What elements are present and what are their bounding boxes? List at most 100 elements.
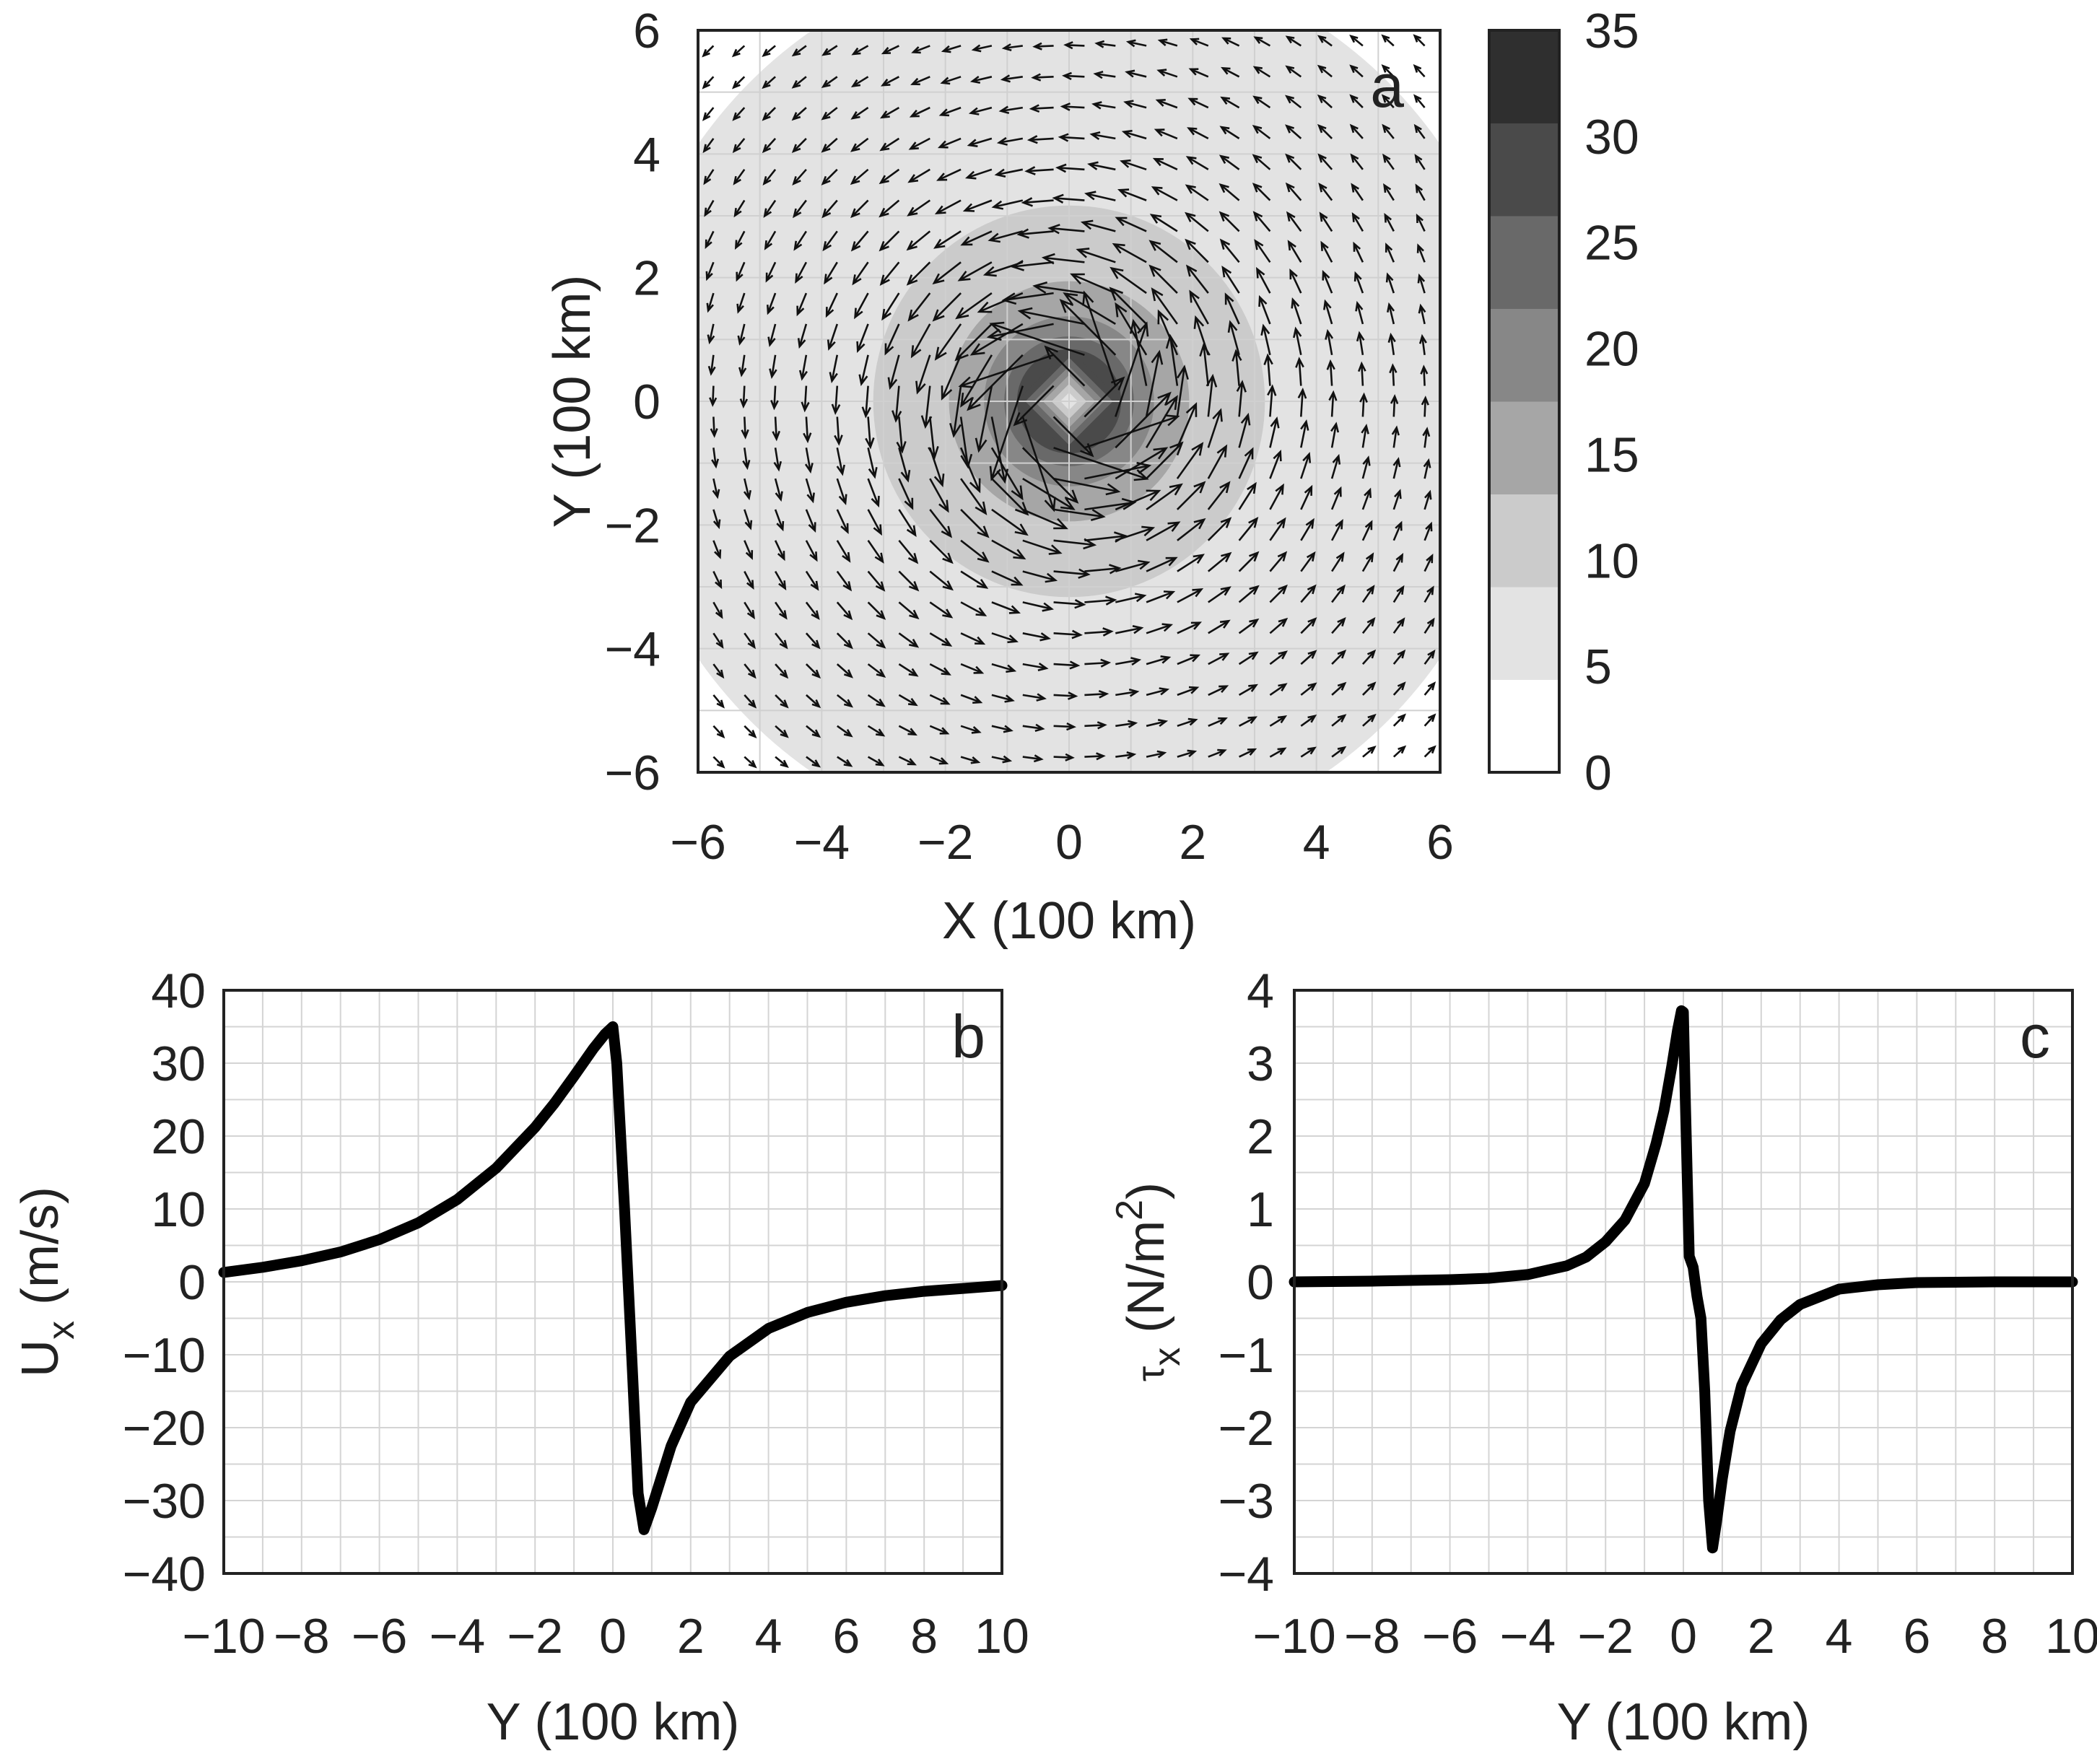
wind-vector xyxy=(1001,43,1023,52)
wind-vector xyxy=(1053,508,1106,521)
wind-vector xyxy=(1053,629,1083,639)
wind-vector xyxy=(1421,396,1429,417)
wind-vector xyxy=(1300,452,1312,479)
wind-vector xyxy=(1047,224,1085,235)
wind-vector xyxy=(805,540,818,562)
wind-vector xyxy=(1148,264,1178,294)
wind-vector xyxy=(867,478,880,508)
wind-vector xyxy=(1208,619,1231,634)
wind-vector xyxy=(1207,408,1223,448)
wind-vector xyxy=(1155,99,1178,109)
wind-vector xyxy=(1016,228,1054,239)
wind-vector xyxy=(1331,714,1347,727)
wind-vector xyxy=(891,385,902,423)
wind-vector xyxy=(1146,556,1178,572)
wind-vector xyxy=(969,75,993,84)
panel-b-ylabel-symbol: U xyxy=(12,1340,69,1377)
wind-vector xyxy=(702,45,715,58)
wind-vector xyxy=(1361,487,1372,510)
wind-vector xyxy=(907,292,931,322)
wind-vector xyxy=(1300,419,1309,448)
wind-vector xyxy=(1146,483,1183,510)
wind-vector xyxy=(1387,332,1396,355)
wind-vector xyxy=(996,136,1024,146)
wind-vector xyxy=(1269,715,1288,727)
colorbar-tick-label: 30 xyxy=(1584,110,1639,165)
wind-vector xyxy=(1392,745,1407,758)
wind-vector xyxy=(712,663,725,679)
wind-vector xyxy=(867,694,886,707)
wind-vector xyxy=(791,107,807,121)
wind-vector xyxy=(711,447,720,469)
panel-a-grid xyxy=(698,30,1440,772)
wind-vector xyxy=(929,632,953,647)
wind-vector xyxy=(867,663,886,678)
wind-vector xyxy=(879,199,900,218)
panel-a-ytick-label: −4 xyxy=(604,622,661,677)
wind-vector xyxy=(960,725,982,734)
wind-vector xyxy=(775,725,789,738)
panel-a-xtick-label: −2 xyxy=(917,815,974,870)
wind-vector xyxy=(1269,416,1280,448)
wind-vector xyxy=(1089,131,1116,140)
wind-vector xyxy=(879,230,900,252)
wind-vector xyxy=(998,105,1024,115)
wind-vector xyxy=(705,261,715,281)
x-tick-label: −2 xyxy=(507,1609,563,1664)
wind-vector xyxy=(793,199,807,219)
wind-vector xyxy=(797,323,808,349)
wind-vector xyxy=(1053,599,1086,609)
wind-vector xyxy=(1053,753,1075,761)
wind-vector xyxy=(989,321,1085,357)
wind-vector xyxy=(1269,517,1286,541)
panel-c-ylabel-symbol: τ xyxy=(1129,1366,1172,1381)
wind-vector xyxy=(795,261,808,284)
wind-vector xyxy=(1115,593,1147,603)
wind-vector xyxy=(1044,345,1086,387)
wind-vector xyxy=(1109,266,1147,294)
wind-vector xyxy=(1252,125,1271,139)
x-tick-label: 10 xyxy=(2045,1609,2097,1664)
colorbar-tick-label: 10 xyxy=(1584,533,1639,588)
panel-b-ylabel-unit: (m/s) xyxy=(12,1187,69,1305)
wind-vector xyxy=(991,570,1024,586)
wind-vector xyxy=(744,663,757,679)
x-tick-label: −8 xyxy=(274,1609,330,1664)
wind-vector xyxy=(767,292,777,315)
wind-vector xyxy=(929,663,951,676)
panel-b-series-ux-line xyxy=(218,1021,1008,1535)
wind-vector xyxy=(1269,551,1288,572)
wind-vector xyxy=(1117,188,1147,201)
wind-vector xyxy=(1300,484,1313,510)
panel-c-frame xyxy=(1293,989,2074,1575)
panel-c-ylabel-subscript: x xyxy=(1146,1348,1188,1366)
wind-vector xyxy=(1331,584,1346,603)
wind-vector xyxy=(774,509,785,532)
wind-vector xyxy=(834,416,843,446)
wind-vector xyxy=(960,601,988,616)
wind-vector xyxy=(1022,508,1068,530)
wind-vector xyxy=(1145,395,1178,448)
wind-vector xyxy=(1080,219,1116,232)
wind-vector xyxy=(960,694,983,704)
wind-vector xyxy=(1031,73,1054,82)
x-tick-label: 4 xyxy=(755,1609,782,1664)
panel-a-ytick-label: 4 xyxy=(633,127,661,182)
wind-vector xyxy=(1115,720,1138,728)
wind-vector xyxy=(1238,412,1251,448)
wind-vector xyxy=(772,416,781,442)
wind-vector xyxy=(929,601,954,619)
wind-vector xyxy=(1189,289,1209,325)
wind-vector xyxy=(712,756,725,769)
wind-vector xyxy=(906,261,931,286)
panel-a-xtick-label: 2 xyxy=(1179,815,1206,870)
wind-vector xyxy=(765,261,777,283)
y-tick-label: −10 xyxy=(123,1328,206,1383)
wind-vector xyxy=(836,694,854,708)
wind-vector xyxy=(915,354,931,395)
wind-vector xyxy=(1231,349,1242,386)
y-tick-label: −1 xyxy=(1218,1328,1274,1383)
x-tick-label: 8 xyxy=(1981,1609,2008,1664)
wind-vector xyxy=(1424,745,1436,758)
x-tick-label: 0 xyxy=(599,1609,627,1664)
